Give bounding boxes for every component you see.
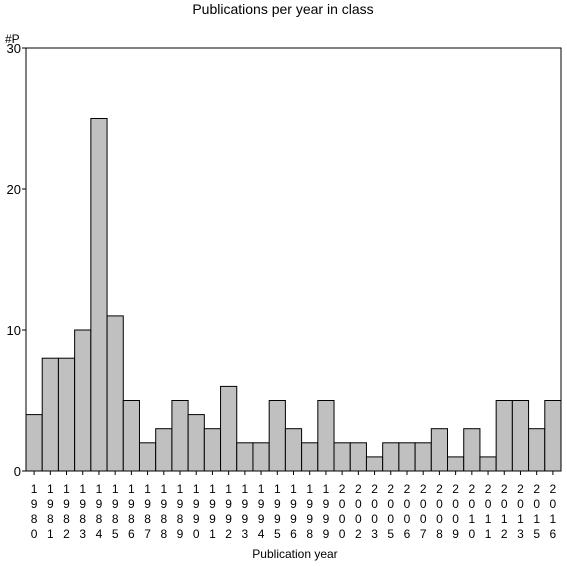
bar bbox=[171, 400, 189, 472]
bar bbox=[301, 442, 319, 472]
bar bbox=[398, 442, 416, 472]
x-axis: 1 9 8 0 1 9 8 1 1 9 8 2 1 9 8 3 1 9 8 4 1 9 8 5 1 9 8 6 1 9 8 7 1 9 8 8 1 9 8 9… bbox=[31, 471, 557, 541]
bar bbox=[90, 118, 108, 472]
bar bbox=[447, 456, 465, 472]
y-axis: 0 10 20 30 bbox=[7, 41, 26, 479]
bar bbox=[479, 456, 497, 472]
bar bbox=[122, 400, 140, 472]
bar bbox=[365, 456, 384, 472]
bar bbox=[74, 329, 92, 472]
bar bbox=[138, 442, 157, 472]
chart-title: Publications per year in class bbox=[192, 1, 373, 17]
bar bbox=[155, 428, 173, 472]
bar bbox=[430, 428, 449, 472]
y-tick-label: 30 bbox=[7, 41, 21, 56]
x-axis-label: Publication year bbox=[252, 547, 337, 561]
y-tick-label: 10 bbox=[7, 323, 21, 338]
bar bbox=[317, 400, 335, 472]
bar bbox=[463, 428, 481, 472]
bar bbox=[349, 442, 367, 472]
bar bbox=[511, 400, 530, 472]
bar bbox=[268, 400, 286, 472]
bar bbox=[57, 357, 76, 472]
bar bbox=[495, 400, 513, 472]
bar bbox=[284, 428, 303, 472]
y-tick-label: 20 bbox=[7, 182, 21, 197]
bar bbox=[236, 442, 254, 472]
y-axis-label: #P bbox=[5, 32, 20, 46]
bar bbox=[252, 442, 270, 472]
bar bbox=[41, 357, 59, 472]
bars-group bbox=[25, 118, 562, 472]
bar bbox=[106, 315, 124, 472]
bar bbox=[333, 442, 351, 472]
bar bbox=[187, 414, 205, 472]
y-tick-label: 0 bbox=[14, 464, 21, 479]
bar bbox=[414, 442, 432, 472]
bar bbox=[544, 400, 562, 472]
bar bbox=[528, 428, 546, 472]
plot-frame bbox=[25, 47, 562, 472]
bar bbox=[220, 385, 238, 472]
bar bbox=[25, 414, 43, 472]
bar bbox=[203, 428, 222, 472]
bar bbox=[382, 442, 400, 472]
